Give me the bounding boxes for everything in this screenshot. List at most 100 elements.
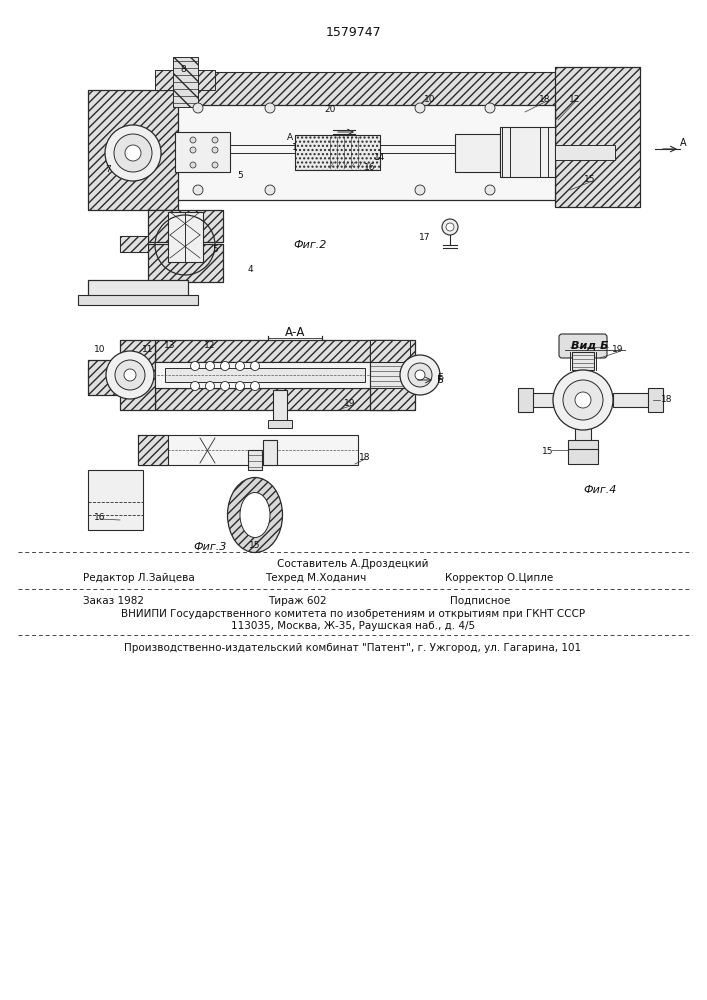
Text: Составитель А.Дроздецкий: Составитель А.Дроздецкий	[277, 559, 428, 569]
Text: Б: Б	[437, 375, 443, 385]
Bar	[155, 388, 395, 410]
Bar	[88, 360, 123, 395]
Circle shape	[235, 361, 245, 370]
Circle shape	[190, 361, 199, 370]
Bar	[370, 340, 415, 410]
Bar	[295, 135, 380, 170]
Circle shape	[415, 185, 425, 195]
Text: 11: 11	[142, 346, 153, 355]
Text: 17: 17	[419, 232, 431, 241]
Circle shape	[485, 185, 495, 195]
Bar	[120, 236, 148, 252]
Bar	[555, 67, 640, 207]
Circle shape	[124, 369, 136, 381]
Text: 12: 12	[569, 96, 580, 104]
Bar	[138, 435, 358, 465]
Text: Вид Б: Вид Б	[571, 340, 609, 350]
Bar	[500, 127, 555, 177]
Bar	[148, 210, 223, 242]
Bar	[138, 435, 168, 465]
Bar	[155, 388, 395, 410]
Bar	[175, 105, 555, 200]
Text: 7: 7	[105, 165, 111, 174]
Text: А-А: А-А	[285, 326, 305, 340]
Text: 1579747: 1579747	[325, 25, 381, 38]
Bar	[370, 340, 415, 410]
Text: 20: 20	[325, 105, 336, 114]
Circle shape	[485, 103, 495, 113]
Text: 5: 5	[212, 245, 218, 254]
Text: Техред М.Хoданич: Техред М.Хoданич	[265, 573, 366, 583]
Bar	[88, 368, 123, 382]
Bar	[155, 340, 395, 362]
Bar	[165, 368, 365, 382]
Bar	[528, 393, 553, 407]
Text: А: А	[287, 133, 293, 142]
Bar	[148, 210, 223, 242]
Circle shape	[415, 103, 425, 113]
Bar	[273, 390, 287, 425]
Text: 19: 19	[344, 399, 356, 408]
Bar	[455, 134, 500, 172]
Text: Заказ 1982: Заказ 1982	[83, 596, 144, 606]
FancyBboxPatch shape	[559, 334, 607, 358]
Circle shape	[193, 185, 203, 195]
Circle shape	[190, 137, 196, 143]
Circle shape	[212, 162, 218, 168]
Circle shape	[105, 125, 161, 181]
Circle shape	[190, 162, 196, 168]
Bar	[120, 340, 155, 410]
Bar	[88, 360, 123, 395]
Circle shape	[563, 380, 603, 420]
Circle shape	[265, 185, 275, 195]
Text: 4: 4	[247, 265, 253, 274]
Bar	[88, 90, 178, 210]
Text: Тираж 602: Тираж 602	[268, 596, 327, 606]
Circle shape	[212, 137, 218, 143]
Text: 113035, Москва, Ж-35, Раушская наб., д. 4/5: 113035, Москва, Ж-35, Раушская наб., д. …	[231, 621, 475, 631]
Bar	[575, 400, 591, 445]
Text: 1: 1	[292, 143, 298, 152]
Text: 10: 10	[94, 346, 106, 355]
Bar	[555, 67, 640, 207]
Text: 18: 18	[539, 96, 551, 104]
Bar	[88, 470, 143, 530]
Bar	[648, 388, 663, 412]
Bar	[613, 393, 653, 407]
Circle shape	[408, 363, 432, 387]
Bar	[568, 440, 598, 452]
Bar	[88, 90, 178, 210]
Bar	[248, 450, 262, 470]
Text: А: А	[679, 138, 686, 148]
Bar	[568, 449, 598, 464]
Bar	[572, 352, 594, 370]
Bar	[148, 244, 223, 282]
Bar	[173, 57, 198, 107]
Circle shape	[235, 381, 245, 390]
Circle shape	[250, 381, 259, 390]
Bar	[370, 340, 410, 380]
Circle shape	[575, 392, 591, 408]
Text: ВНИИПИ Государственного комитета по изобретениям и открытиям при ГКНТ СССР: ВНИИПИ Государственного комитета по изоб…	[121, 609, 585, 619]
Text: 14: 14	[374, 152, 386, 161]
Circle shape	[206, 381, 214, 390]
Circle shape	[193, 103, 203, 113]
Bar	[175, 72, 605, 107]
Bar	[88, 280, 188, 300]
Circle shape	[106, 351, 154, 399]
Text: Б: Б	[437, 373, 443, 382]
Text: 19: 19	[612, 346, 624, 355]
Text: 15: 15	[542, 448, 554, 456]
Circle shape	[115, 360, 145, 390]
Text: Подписное: Подписное	[450, 596, 510, 606]
Circle shape	[114, 134, 152, 172]
Text: Корректор О.Ципле: Корректор О.Ципле	[445, 573, 554, 583]
Text: 18: 18	[661, 395, 673, 404]
Ellipse shape	[240, 492, 270, 538]
Text: Фиг.2: Фиг.2	[293, 240, 327, 250]
Bar	[78, 295, 198, 305]
Bar	[168, 212, 203, 262]
Text: 15: 15	[250, 540, 261, 550]
Circle shape	[553, 370, 613, 430]
Circle shape	[250, 361, 259, 370]
